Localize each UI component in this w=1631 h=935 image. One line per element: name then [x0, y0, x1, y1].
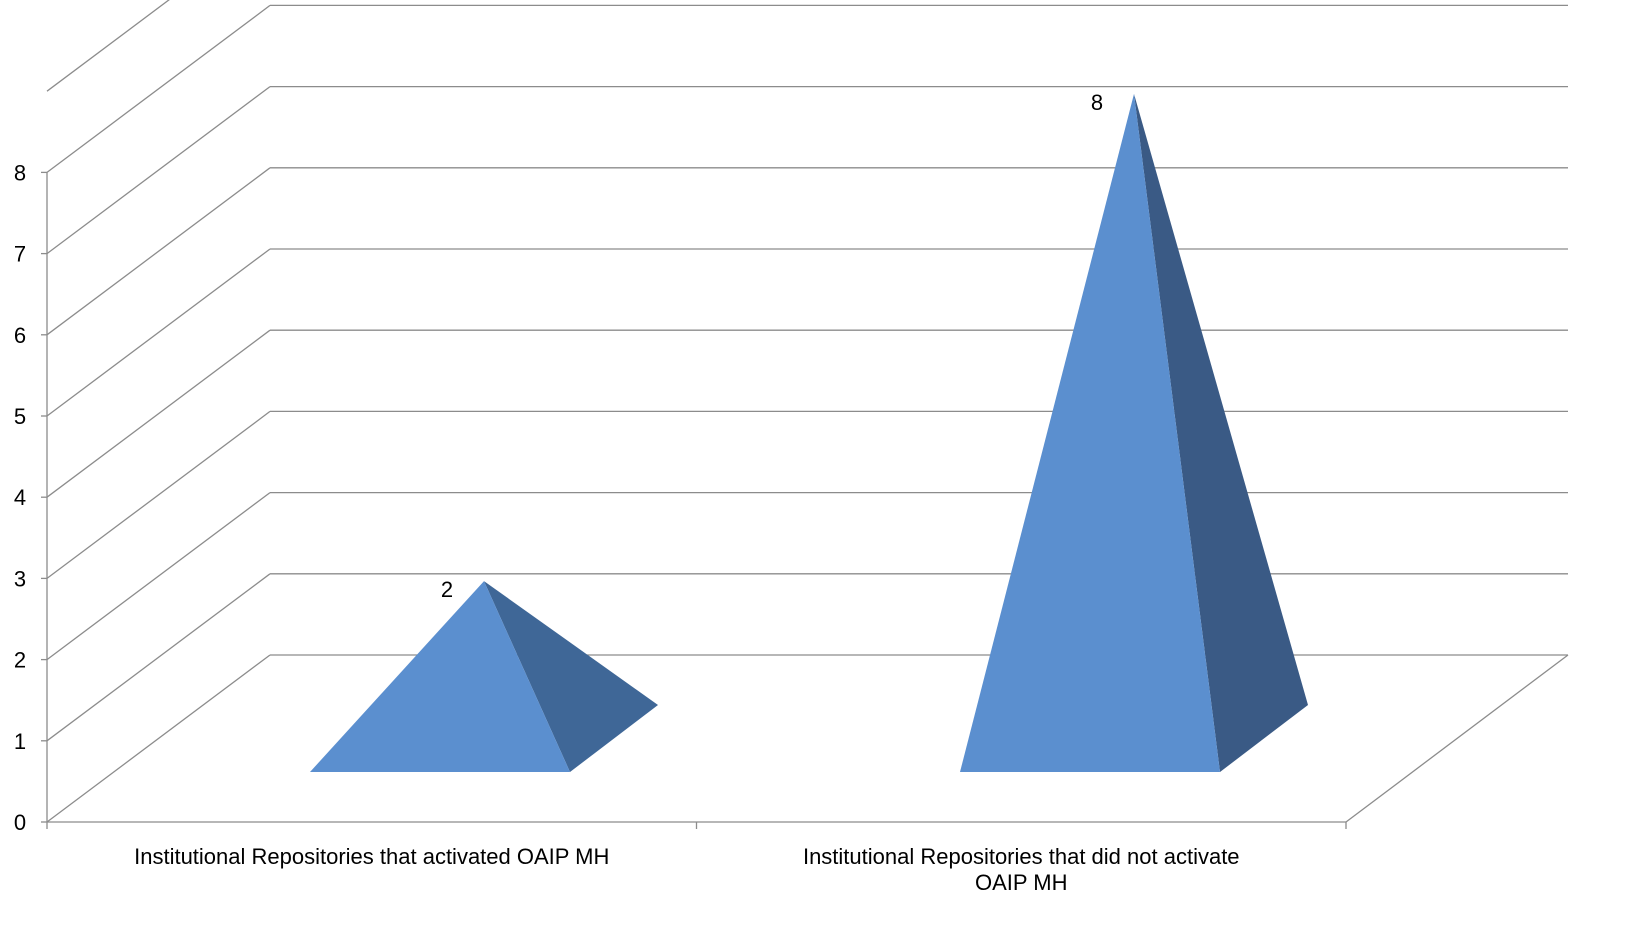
data-label: 8	[1091, 90, 1103, 115]
gridline-side	[46, 410, 271, 579]
y-tick-label: 1	[14, 729, 26, 754]
x-category-label: Institutional Repositories that activate…	[134, 844, 609, 869]
gridline-side	[46, 86, 271, 255]
pyramid-side-face	[484, 581, 658, 772]
gridline-side	[46, 492, 271, 661]
gridline-side	[46, 573, 271, 742]
chart-labels: 0 1 2 3 4 5 6 7 8 Institutional Repositories that…	[14, 90, 1240, 895]
gridline-side	[46, 329, 271, 498]
pyramid-front-face	[960, 93, 1220, 772]
y-tick-label: 5	[14, 404, 26, 429]
y-tick-label: 0	[14, 810, 26, 835]
y-tick-label: 6	[14, 323, 26, 348]
pyramid-side-face	[1134, 93, 1308, 772]
y-tick-label: 4	[14, 485, 26, 510]
y-tick-label: 8	[14, 160, 26, 185]
gridlines	[46, 0, 1569, 823]
y-tick-label: 7	[14, 242, 26, 267]
gridline-side	[46, 0, 170, 92]
y-tick-label: 2	[14, 648, 26, 673]
pyramid-marks	[310, 93, 1308, 772]
pyramid-front-face	[310, 581, 570, 772]
floor-right-edge	[1345, 654, 1569, 823]
gridline-side	[46, 248, 271, 417]
x-category-label: Institutional Repositories that did not …	[803, 844, 1240, 895]
gridline-side	[46, 654, 271, 823]
gridline-side	[46, 4, 271, 173]
gridline-side	[46, 167, 271, 336]
axes	[41, 171, 1347, 829]
y-tick-label: 3	[14, 566, 26, 591]
data-label: 2	[441, 577, 453, 602]
